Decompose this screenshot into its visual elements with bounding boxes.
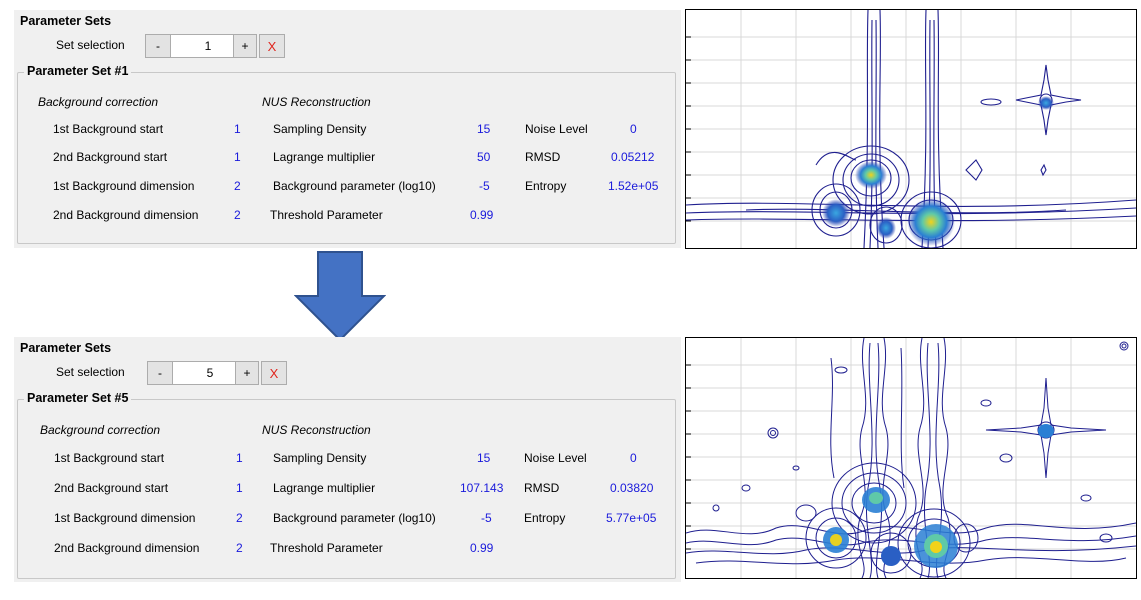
set-selection-label: Set selection <box>56 38 125 52</box>
nus-row-value[interactable]: -5 <box>479 179 490 193</box>
bg-row-value[interactable]: 1 <box>234 150 241 164</box>
nus-row-value[interactable]: 15 <box>477 122 491 136</box>
nus-row-label: Threshold Parameter <box>270 208 383 222</box>
noise-level-value: 0 <box>630 122 637 136</box>
delete-set-button[interactable]: X <box>261 361 287 385</box>
set-selection-input[interactable]: 1 <box>171 34 245 58</box>
nus-row-value[interactable]: 107.143 <box>460 481 504 495</box>
bg-row-value[interactable]: 1 <box>236 451 243 465</box>
contour-plot-graphic <box>686 10 1136 248</box>
parameter-set-title: Parameter Set #1 <box>24 64 132 78</box>
bg-row-label: 2nd Background start <box>54 481 169 495</box>
rmsd-label: RMSD <box>524 481 560 495</box>
parameter-panel-set-1: Parameter Sets Set selection - 1 + X Par… <box>14 10 681 248</box>
nus-row-value[interactable]: 15 <box>477 451 491 465</box>
noise-level-label: Noise Level <box>524 451 587 465</box>
contour-plot-set-5[interactable] <box>685 337 1137 579</box>
nus-row-value[interactable]: 50 <box>477 150 491 164</box>
increment-button[interactable]: + <box>233 34 257 58</box>
contour-plot-graphic <box>686 338 1136 578</box>
bg-row-label: 2nd Background dimension <box>54 541 200 555</box>
rmsd-label: RMSD <box>525 150 561 164</box>
parameter-set-group: Parameter Set #5 Background correction N… <box>17 391 676 579</box>
bg-row-label: 2nd Background start <box>53 150 168 164</box>
rmsd-value: 0.05212 <box>611 150 655 164</box>
nus-row-label: Sampling Density <box>273 451 367 465</box>
nus-row-label: Background parameter (log10) <box>273 179 436 193</box>
contour-plot-set-1[interactable] <box>685 9 1137 249</box>
set-selection-label: Set selection <box>56 365 125 379</box>
arrow-down-icon <box>294 251 386 342</box>
rmsd-value: 0.03820 <box>610 481 654 495</box>
nus-row-value[interactable]: -5 <box>481 511 492 525</box>
bg-row-value[interactable]: 2 <box>236 541 243 555</box>
nus-reconstruction-heading: NUS Reconstruction <box>262 423 371 437</box>
set-selection-input[interactable]: 5 <box>173 361 247 385</box>
section-title: Parameter Sets <box>20 14 112 28</box>
bg-row-value[interactable]: 2 <box>234 179 241 193</box>
nus-row-label: Background parameter (log10) <box>273 511 436 525</box>
bg-row-label: 1st Background dimension <box>54 511 196 525</box>
nus-row-value[interactable]: 0.99 <box>470 541 494 555</box>
parameter-set-title: Parameter Set #5 <box>24 391 132 405</box>
parameter-panel-set-5: Parameter Sets Set selection - 5 + X Par… <box>14 337 681 582</box>
nus-row-label: Lagrange multiplier <box>273 481 376 495</box>
bg-row-value[interactable]: 2 <box>236 511 243 525</box>
bg-row-label: 1st Background start <box>54 451 165 465</box>
bg-row-label: 2nd Background dimension <box>53 208 199 222</box>
bg-row-value[interactable]: 2 <box>234 208 241 222</box>
decrement-button[interactable]: - <box>147 361 173 385</box>
bg-row-value[interactable]: 1 <box>234 122 241 136</box>
entropy-label: Entropy <box>525 179 567 193</box>
delete-set-button[interactable]: X <box>259 34 285 58</box>
nus-reconstruction-heading: NUS Reconstruction <box>262 95 371 109</box>
nus-row-label: Lagrange multiplier <box>273 150 376 164</box>
bg-row-label: 1st Background dimension <box>53 179 195 193</box>
entropy-value: 1.52e+05 <box>608 179 659 193</box>
background-correction-heading: Background correction <box>40 423 161 437</box>
section-title: Parameter Sets <box>20 341 112 355</box>
bg-row-label: 1st Background start <box>53 122 164 136</box>
nus-row-value[interactable]: 0.99 <box>470 208 494 222</box>
nus-row-label: Sampling Density <box>273 122 367 136</box>
bg-row-value[interactable]: 1 <box>236 481 243 495</box>
parameter-set-group: Parameter Set #1 Background correction N… <box>17 64 676 244</box>
increment-button[interactable]: + <box>235 361 259 385</box>
noise-level-value: 0 <box>630 451 637 465</box>
entropy-label: Entropy <box>524 511 566 525</box>
decrement-button[interactable]: - <box>145 34 171 58</box>
noise-level-label: Noise Level <box>525 122 588 136</box>
entropy-value: 5.77e+05 <box>606 511 657 525</box>
nus-row-label: Threshold Parameter <box>270 541 383 555</box>
background-correction-heading: Background correction <box>38 95 159 109</box>
